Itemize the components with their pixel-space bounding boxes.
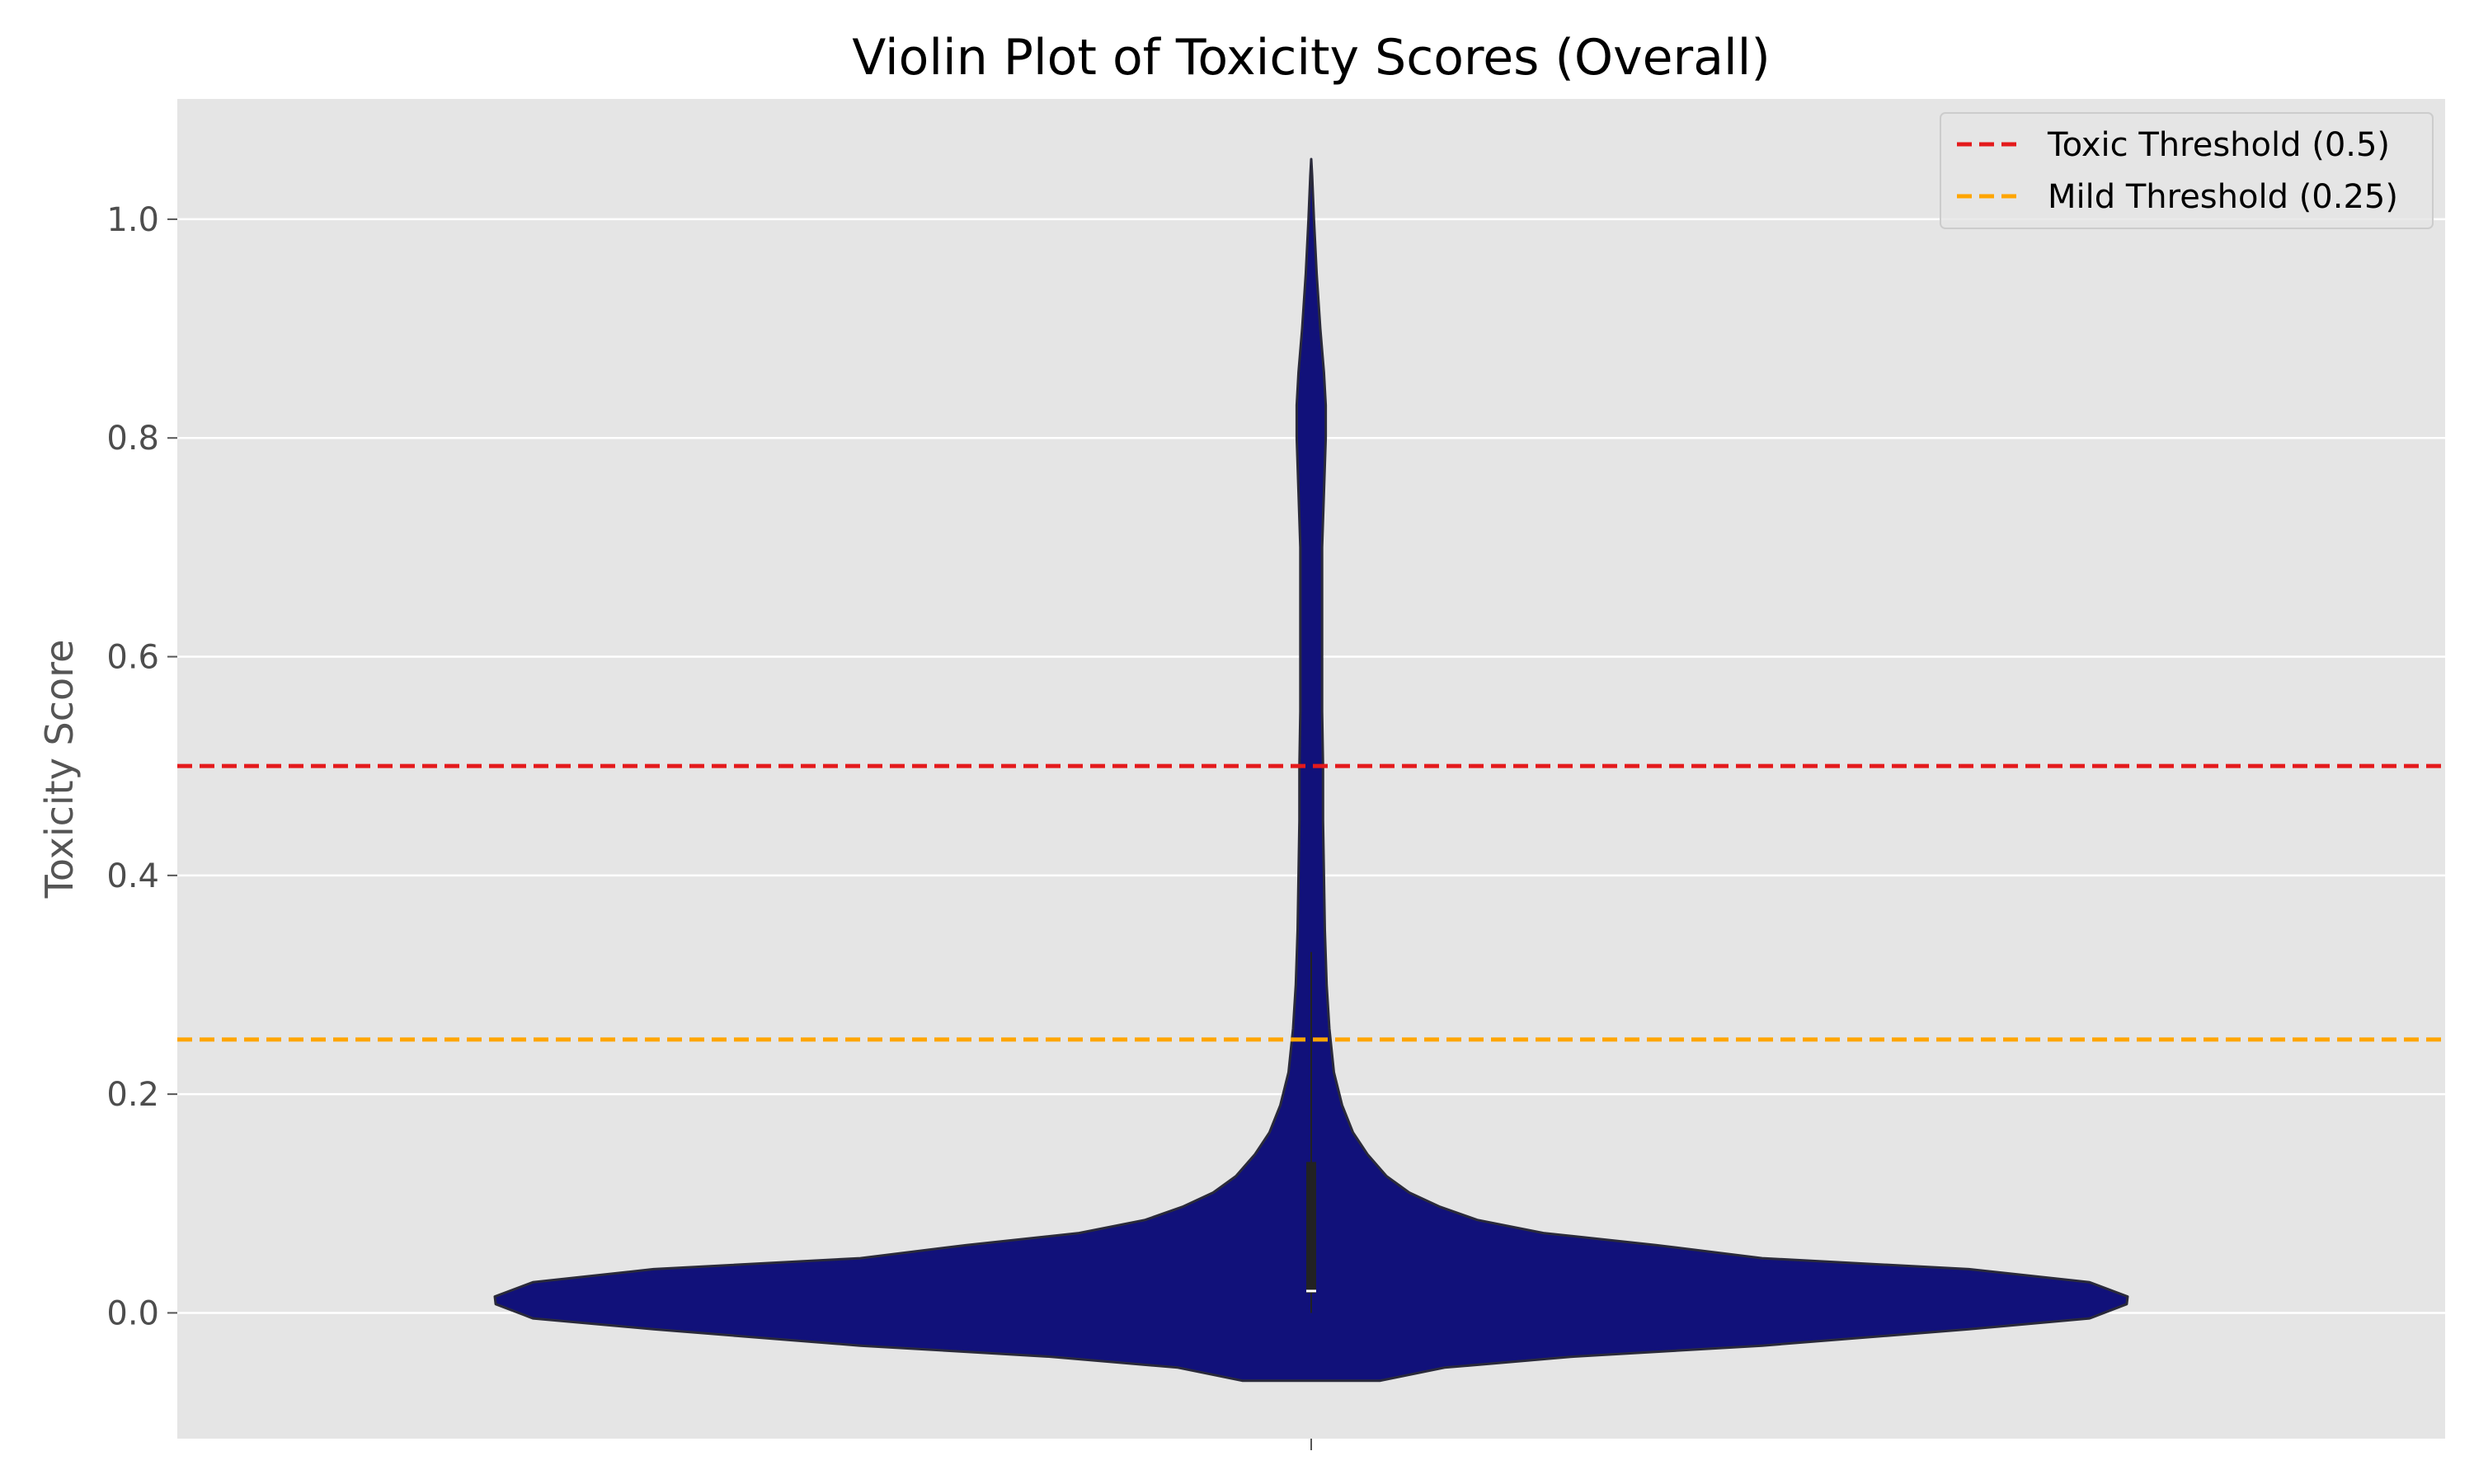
y-tick-label: 0.6 <box>106 639 159 677</box>
legend: Toxic Threshold (0.5) Mild Threshold (0.2… <box>1940 112 2434 229</box>
box-iqr <box>1306 1162 1316 1294</box>
y-tick-label: 1.0 <box>106 201 159 239</box>
y-tick-label: 0.4 <box>106 857 159 895</box>
y-tick-label: 0.0 <box>106 1294 159 1332</box>
y-axis-label: Toxicity Score <box>37 640 82 899</box>
y-tick-label: 0.8 <box>106 420 159 458</box>
legend-box <box>1940 112 2434 229</box>
legend-label: Mild Threshold (0.25) <box>2048 178 2398 216</box>
chart-title: Violin Plot of Toxicity Scores (Overall) <box>852 29 1771 87</box>
violin-body <box>493 157 2129 1383</box>
legend-label: Toxic Threshold (0.5) <box>2047 126 2390 164</box>
y-axis: 0.0 0.2 0.4 0.6 0.8 1.0 <box>106 201 177 1332</box>
y-tick-label: 0.2 <box>106 1076 159 1114</box>
